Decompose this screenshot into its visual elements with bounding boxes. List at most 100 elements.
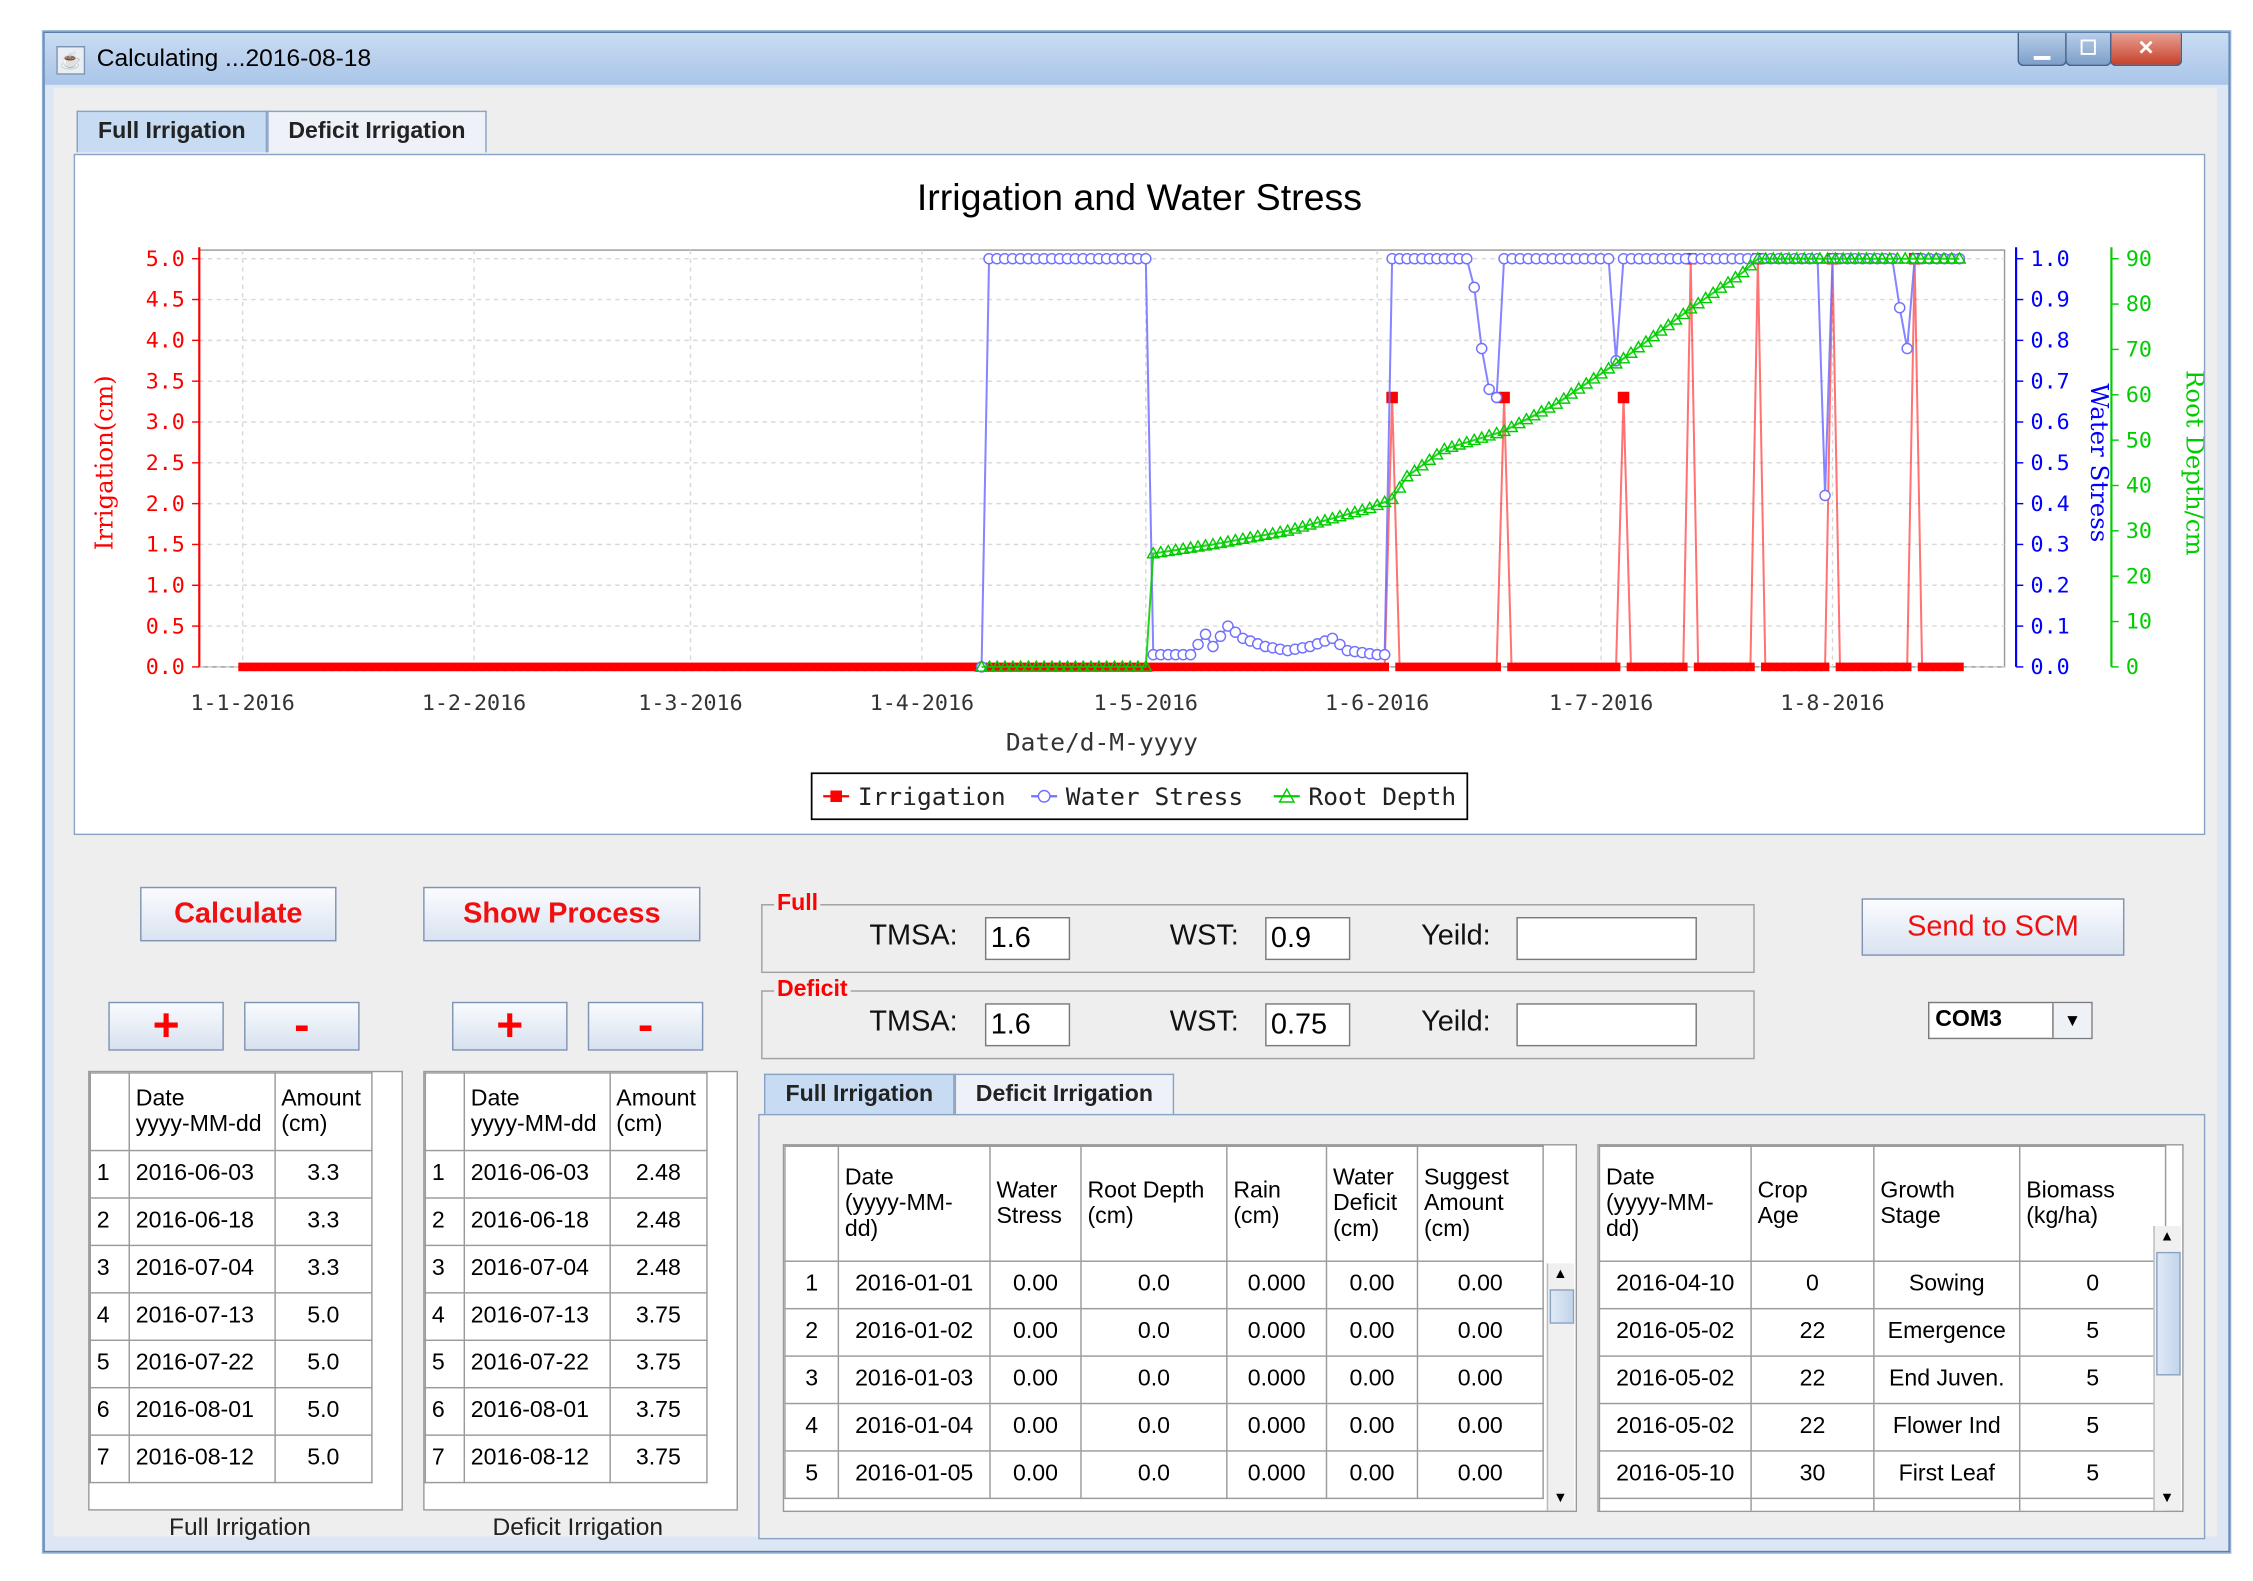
table-row[interactable]: 7 2016-08-12 3.75 [424,1434,708,1484]
table-cell[interactable]: 0.000 [1226,1307,1328,1357]
row-number[interactable]: 7 [424,1434,466,1484]
row-number[interactable]: 1 [89,1149,130,1199]
table-row[interactable]: 2 2016-06-18 2.48 [424,1197,708,1247]
table-cell[interactable]: 22 [1750,1355,1875,1405]
date-cell[interactable]: 2016-07-22 [463,1339,611,1389]
deficit-tmsa-input[interactable]: 1.6 [984,1003,1071,1047]
amount-cell[interactable]: 5.0 [274,1434,373,1484]
table-cell[interactable]: 2016-06-16 [1598,1497,1752,1511]
table-row[interactable]: 2016-05-10 30 First Leaf 5 [1598,1450,2167,1500]
date-cell[interactable]: 2016-06-18 [463,1197,611,1247]
table-cell[interactable]: 22 [1750,1307,1875,1357]
table-row[interactable]: 1 2016-01-01 0.00 0.0 0.000 0.00 0.00 [784,1260,1544,1310]
table-row[interactable]: 2 2016-01-02 0.00 0.0 0.000 0.00 0.00 [784,1307,1544,1357]
table-cell[interactable]: Flower Ind [1873,1402,2021,1452]
show-process-button[interactable]: Show Process [423,886,701,942]
deficit-add-button[interactable]: + [452,1002,568,1051]
table-cell[interactable]: Flowering [1873,1497,2021,1511]
column-header[interactable]: Rain (cm) [1226,1145,1328,1262]
table-cell[interactable]: 0.00 [989,1260,1082,1310]
calculate-button[interactable]: Calculate [140,886,337,942]
table-row[interactable]: 1 2016-06-03 3.3 [89,1149,373,1199]
column-header[interactable]: Water Deficit (cm) [1325,1145,1419,1262]
row-number[interactable]: 1 [424,1149,466,1199]
row-number[interactable]: 6 [89,1386,130,1436]
amount-cell[interactable]: 3.75 [609,1386,708,1436]
date-cell[interactable]: 2016-07-13 [128,1292,276,1342]
column-header[interactable]: Root Depth (cm) [1080,1145,1228,1262]
date-cell[interactable]: 2016-07-13 [463,1292,611,1342]
row-number[interactable]: 3 [424,1244,466,1294]
amount-cell[interactable]: 2.48 [609,1244,708,1294]
deficit-yield-input[interactable] [1516,1003,1697,1047]
date-cell[interactable]: 2016-08-01 [463,1386,611,1436]
column-header[interactable]: Date yyyy-MM-dd [463,1072,611,1152]
deficit-wst-input[interactable]: 0.75 [1265,1003,1351,1047]
row-number[interactable]: 6 [424,1386,466,1436]
full-yield-input[interactable] [1516,916,1697,961]
date-cell[interactable]: 2016-08-01 [128,1386,276,1436]
amount-cell[interactable]: 3.75 [609,1339,708,1389]
amount-cell[interactable]: 5.0 [274,1292,373,1342]
table-cell[interactable]: 67 [1750,1497,1875,1511]
table-cell[interactable]: 30 [1750,1450,1875,1500]
date-cell[interactable]: 2016-07-04 [463,1244,611,1294]
row-number[interactable]: 3 [89,1244,130,1294]
row-number[interactable]: 4 [424,1292,466,1342]
table-cell[interactable]: Sowing [1873,1260,2021,1310]
table-cell[interactable]: 0.00 [989,1355,1082,1405]
crop-table-scrollbar[interactable]: ▲ ▼ [2153,1226,2181,1511]
table-row[interactable]: 3 2016-01-03 0.00 0.0 0.000 0.00 0.00 [784,1355,1544,1405]
table-cell[interactable]: 1 [784,1260,840,1310]
table-cell[interactable]: 0.0 [1080,1260,1228,1310]
table-cell[interactable]: 0.000 [1226,1260,1328,1310]
amount-cell[interactable]: 3.3 [274,1244,373,1294]
row-number[interactable]: 2 [424,1197,466,1247]
table-cell[interactable]: 0.00 [989,1450,1082,1500]
table-cell[interactable]: 5 [2018,1307,2167,1357]
table-cell[interactable]: 2016-01-02 [837,1307,991,1357]
table-cell[interactable]: 0.00 [1325,1355,1419,1405]
full-remove-button[interactable]: - [244,1002,360,1051]
table-row[interactable]: 4 2016-01-04 0.00 0.0 0.000 0.00 0.00 [784,1402,1544,1452]
table-cell[interactable]: 0.00 [1416,1355,1544,1405]
table-cell[interactable]: 2016-05-10 [1598,1450,1752,1500]
date-cell[interactable]: 2016-08-12 [463,1434,611,1484]
table-cell[interactable]: 4 [784,1402,840,1452]
table-row[interactable]: 6 2016-08-01 5.0 [89,1386,373,1436]
table-row[interactable]: 2 2016-06-18 3.3 [89,1197,373,1247]
full-tmsa-input[interactable]: 1.6 [984,916,1071,961]
column-header[interactable]: Suggest Amount (cm) [1416,1145,1544,1262]
table-row[interactable]: 5 2016-01-05 0.00 0.0 0.000 0.00 0.00 [784,1450,1544,1500]
com-port-select[interactable]: COM3 ▼ [1928,1001,2093,1040]
send-to-scm-button[interactable]: Send to SCM [1861,898,2125,956]
chevron-down-icon[interactable]: ▼ [2052,1003,2092,1038]
amount-cell[interactable]: 3.75 [609,1292,708,1342]
amount-cell[interactable]: 3.75 [609,1434,708,1484]
table-cell[interactable]: 0.00 [1416,1307,1544,1357]
table-cell[interactable]: 2016-05-02 [1598,1355,1752,1405]
table-cell[interactable]: 0.00 [989,1402,1082,1452]
table-cell[interactable]: 0.000 [1226,1355,1328,1405]
scroll-down-icon[interactable]: ▼ [2159,1490,2175,1507]
table-row[interactable]: 2016-04-10 0 Sowing 0 [1598,1260,2167,1310]
amount-cell[interactable]: 3.3 [274,1197,373,1247]
table-cell[interactable]: 0 [1750,1260,1875,1310]
table-cell[interactable]: 2 [784,1307,840,1357]
table-row[interactable]: 6 2016-08-01 3.75 [424,1386,708,1436]
table-cell[interactable]: 5 [784,1450,840,1500]
column-header[interactable]: Biomass (kg/ha) [2018,1145,2167,1262]
table-row[interactable]: 2016-06-1667Flowering48 [1598,1497,2167,1511]
scroll-up-icon[interactable]: ▲ [2159,1228,2175,1245]
table-cell[interactable]: 22 [1750,1402,1875,1452]
table-row[interactable]: 3 2016-07-04 3.3 [89,1244,373,1294]
table-cell[interactable]: Emergence [1873,1307,2021,1357]
amount-cell[interactable]: 3.3 [274,1149,373,1199]
table-cell[interactable]: 0.000 [1226,1402,1328,1452]
column-header[interactable]: Water Stress [989,1145,1082,1262]
table-cell[interactable]: 2016-05-02 [1598,1307,1752,1357]
full-add-button[interactable]: + [108,1002,224,1051]
table-cell[interactable]: 0.00 [1416,1260,1544,1310]
column-header[interactable]: Amount (cm) [274,1072,373,1152]
table-cell[interactable]: 2016-04-10 [1598,1260,1752,1310]
